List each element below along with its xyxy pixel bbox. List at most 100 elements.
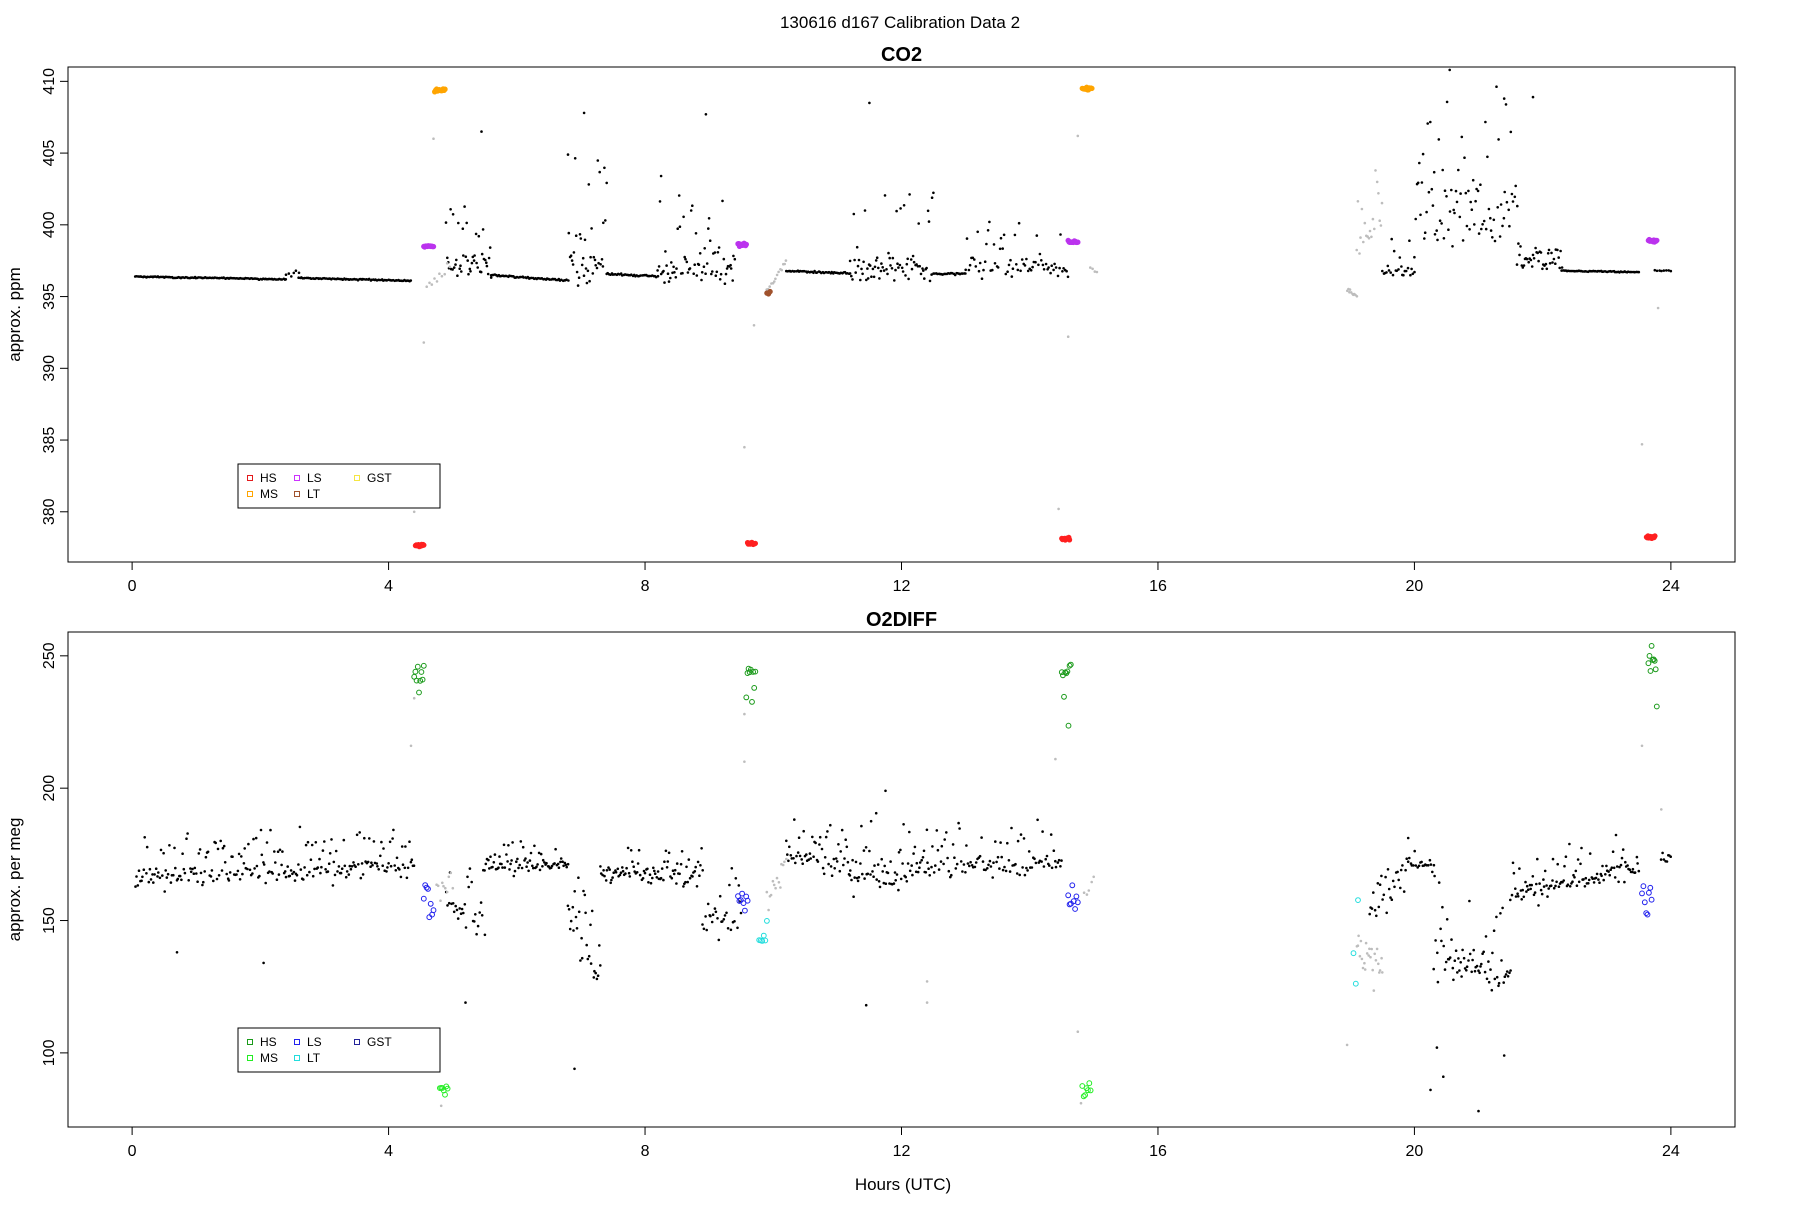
data-point: [605, 869, 609, 872]
data-point: [871, 267, 875, 271]
data-point: [289, 869, 293, 872]
data-point: [1500, 959, 1503, 962]
data-point: [1541, 267, 1544, 271]
data-point: [206, 850, 210, 854]
calibration-point-hs: [752, 668, 759, 675]
data-point: [964, 272, 967, 275]
data-point: [387, 862, 390, 865]
data-point: [1414, 864, 1418, 867]
data-point: [826, 830, 829, 833]
data-point: [399, 875, 403, 879]
data-point: [1626, 864, 1629, 867]
data-point: [1492, 218, 1496, 222]
data-point: [702, 265, 706, 269]
data-point: [1495, 85, 1498, 88]
data-point: [217, 874, 221, 877]
data-point: [269, 828, 272, 832]
data-point: [202, 880, 205, 884]
data-point: [291, 872, 294, 876]
data-point: [385, 870, 388, 873]
y-tick-label: 405: [41, 140, 58, 167]
data-point: [1362, 240, 1365, 244]
data-point: [793, 818, 796, 821]
data-point: [328, 852, 332, 855]
data-point: [868, 101, 871, 105]
data-point: [1062, 267, 1065, 270]
data-point: [1408, 239, 1411, 242]
data-point: [156, 875, 159, 878]
data-point: [1431, 870, 1434, 874]
data-point: [862, 849, 866, 852]
data-point: [835, 860, 839, 863]
data-point: [583, 238, 587, 242]
data-point: [174, 866, 177, 870]
data-point: [916, 870, 920, 874]
data-point: [1582, 878, 1585, 881]
x-tick-label: 0: [128, 578, 137, 595]
data-point: [697, 263, 701, 267]
data-point: [573, 157, 577, 160]
data-point: [136, 884, 140, 887]
data-point: [1066, 335, 1070, 339]
data-point: [455, 908, 459, 912]
data-point: [723, 914, 727, 917]
data-point: [497, 866, 500, 869]
data-point: [1661, 851, 1664, 855]
data-point: [1025, 866, 1028, 870]
data-point: [673, 868, 677, 872]
data-point: [1572, 873, 1575, 877]
data-point: [1076, 1030, 1080, 1033]
data-point: [1049, 271, 1052, 275]
data-point: [962, 863, 966, 866]
data-point: [777, 881, 781, 884]
data-point: [1583, 885, 1587, 888]
data-point: [310, 843, 314, 847]
data-point: [488, 246, 492, 249]
data-point: [839, 850, 842, 853]
data-point: [1483, 970, 1487, 974]
data-point: [1662, 269, 1666, 272]
data-point: [1413, 255, 1416, 259]
data-point: [961, 870, 964, 873]
data-point: [942, 862, 945, 866]
data-point: [1004, 869, 1008, 873]
data-point: [1385, 911, 1388, 915]
data-point: [824, 835, 828, 839]
data-point: [474, 232, 478, 236]
calibration-point-hs: [419, 676, 426, 683]
data-point: [405, 876, 409, 880]
data-point: [982, 268, 985, 272]
data-point: [486, 272, 490, 276]
data-point: [480, 914, 484, 917]
data-point: [1396, 870, 1399, 874]
data-point: [596, 974, 600, 977]
data-point: [1053, 262, 1056, 266]
data-point: [882, 881, 886, 885]
data-point: [1433, 233, 1437, 236]
data-point: [1375, 914, 1378, 918]
data-point: [580, 956, 584, 960]
data-point: [382, 847, 385, 850]
data-point: [466, 259, 470, 262]
data-point: [349, 867, 353, 871]
calibration-point-ls: [1074, 899, 1081, 906]
data-point: [1538, 882, 1541, 885]
data-point: [887, 251, 890, 255]
data-point: [577, 910, 581, 914]
data-point: [1385, 271, 1388, 274]
data-point: [595, 266, 599, 270]
calibration-point-hs: [1066, 662, 1073, 669]
data-point: [1617, 880, 1620, 884]
data-point: [986, 867, 989, 870]
data-point: [886, 272, 889, 276]
data-point: [713, 907, 717, 910]
data-point: [1547, 887, 1550, 890]
data-point: [725, 267, 729, 270]
legend-label: LT: [307, 1051, 321, 1065]
data-point: [987, 863, 990, 867]
data-point: [1378, 219, 1381, 222]
data-point: [859, 278, 862, 282]
data-point: [829, 823, 832, 827]
data-point: [1624, 860, 1627, 864]
data-point: [703, 247, 706, 250]
